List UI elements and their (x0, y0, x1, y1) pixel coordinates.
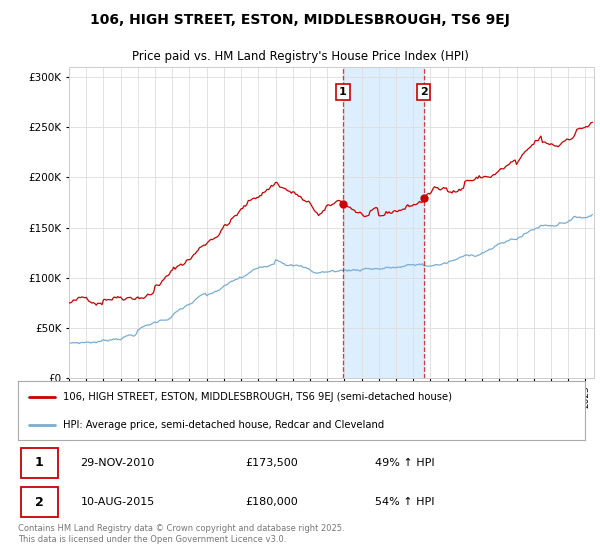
Text: 2: 2 (35, 496, 43, 509)
FancyBboxPatch shape (21, 447, 58, 478)
Text: £173,500: £173,500 (245, 458, 298, 468)
Text: 49% ↑ HPI: 49% ↑ HPI (375, 458, 435, 468)
Text: 106, HIGH STREET, ESTON, MIDDLESBROUGH, TS6 9EJ: 106, HIGH STREET, ESTON, MIDDLESBROUGH, … (90, 13, 510, 27)
FancyBboxPatch shape (21, 487, 58, 517)
Text: Contains HM Land Registry data © Crown copyright and database right 2025.
This d: Contains HM Land Registry data © Crown c… (18, 524, 344, 544)
Text: 29-NOV-2010: 29-NOV-2010 (80, 458, 155, 468)
Text: 106, HIGH STREET, ESTON, MIDDLESBROUGH, TS6 9EJ (semi-detached house): 106, HIGH STREET, ESTON, MIDDLESBROUGH, … (64, 392, 452, 402)
Text: HPI: Average price, semi-detached house, Redcar and Cleveland: HPI: Average price, semi-detached house,… (64, 420, 385, 430)
Text: 1: 1 (35, 456, 43, 469)
Text: Price paid vs. HM Land Registry's House Price Index (HPI): Price paid vs. HM Land Registry's House … (131, 50, 469, 63)
Text: £180,000: £180,000 (245, 497, 298, 507)
Text: 2: 2 (420, 87, 428, 97)
Text: 1: 1 (339, 87, 347, 97)
Text: 54% ↑ HPI: 54% ↑ HPI (375, 497, 435, 507)
Bar (343, 67, 424, 378)
Text: 10-AUG-2015: 10-AUG-2015 (80, 497, 155, 507)
